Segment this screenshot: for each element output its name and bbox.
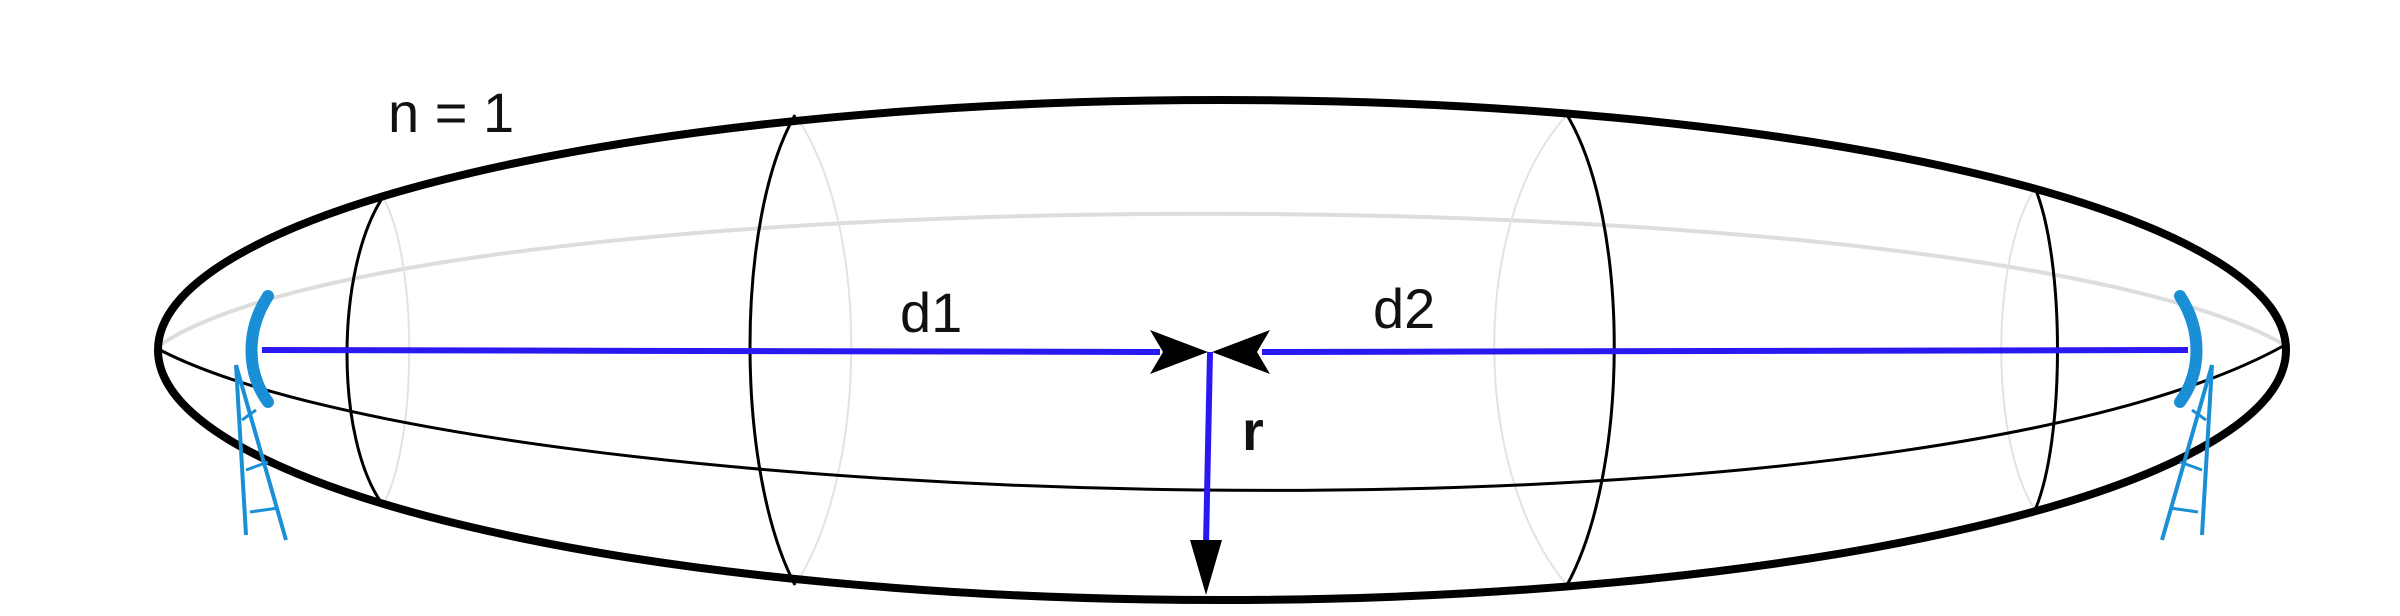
line-of-sight-left [261,347,1161,355]
distance-1-label: d1 [900,281,962,344]
antenna-tower-icon [2160,290,2214,541]
ring-3 [1565,114,1616,586]
ellipsoid-equator-curve [159,343,2286,492]
ring-2 [748,114,797,586]
antenna-tower-icon [234,290,288,541]
distance-2-label: d2 [1373,277,1435,340]
radius-arrowhead [1190,540,1222,595]
line-of-sight-right [1261,347,2189,355]
ellipsoid-back-outline [158,211,2286,347]
arrowhead-d1 [1150,330,1208,374]
arrowhead-d2 [1212,330,1270,374]
radius-label: r [1242,399,1264,462]
ring-front-halves [345,114,2059,586]
fresnel-ellipsoid-outline [154,96,2290,604]
zone-label: n = 1 [388,81,514,144]
ring-1 [345,196,385,506]
radius-line [1203,351,1213,546]
